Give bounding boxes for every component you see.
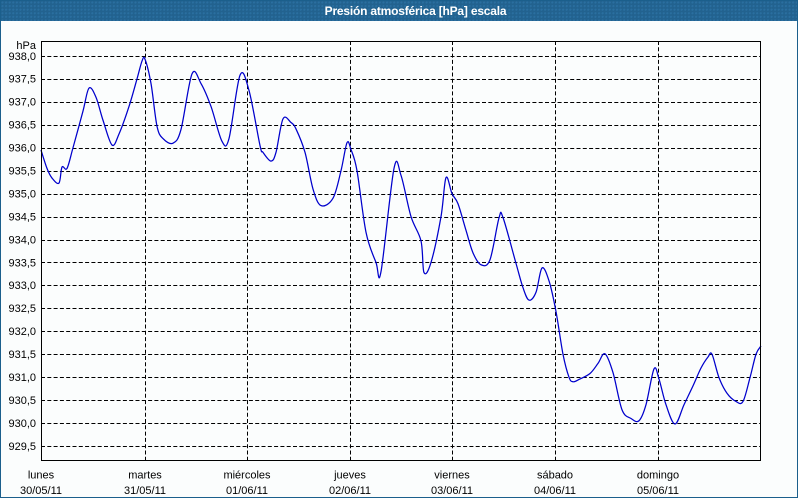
svg-text:03/06/11: 03/06/11 — [431, 485, 473, 497]
svg-text:935,0: 935,0 — [8, 188, 36, 200]
svg-text:936,5: 936,5 — [8, 120, 36, 132]
svg-text:933,0: 933,0 — [8, 280, 36, 292]
svg-text:932,5: 932,5 — [8, 303, 36, 315]
svg-text:938,0: 938,0 — [8, 51, 36, 63]
svg-text:viernes: viernes — [434, 470, 470, 482]
svg-text:933,5: 933,5 — [8, 257, 36, 269]
svg-text:937,0: 937,0 — [8, 97, 36, 109]
svg-text:935,5: 935,5 — [8, 166, 36, 178]
svg-text:hPa: hPa — [16, 40, 36, 52]
svg-text:934,0: 934,0 — [8, 234, 36, 246]
svg-text:931,5: 931,5 — [8, 349, 36, 361]
svg-text:04/06/11: 04/06/11 — [534, 485, 576, 497]
svg-text:930,0: 930,0 — [8, 418, 36, 430]
svg-text:miércoles: miércoles — [223, 470, 271, 482]
svg-text:930,5: 930,5 — [8, 395, 36, 407]
svg-text:934,5: 934,5 — [8, 211, 36, 223]
svg-text:937,5: 937,5 — [8, 74, 36, 86]
svg-text:jueves: jueves — [333, 470, 366, 482]
svg-text:31/05/11: 31/05/11 — [124, 485, 166, 497]
svg-text:02/06/11: 02/06/11 — [329, 485, 371, 497]
svg-text:30/05/11: 30/05/11 — [20, 485, 62, 497]
svg-text:932,0: 932,0 — [8, 326, 36, 338]
svg-text:929,5: 929,5 — [8, 441, 36, 453]
svg-text:01/06/11: 01/06/11 — [226, 485, 268, 497]
svg-text:sábado: sábado — [537, 470, 573, 482]
svg-text:lunes: lunes — [28, 470, 55, 482]
svg-text:936,0: 936,0 — [8, 143, 36, 155]
svg-text:931,0: 931,0 — [8, 372, 36, 384]
svg-text:05/06/11: 05/06/11 — [637, 485, 679, 497]
svg-text:domingo: domingo — [637, 470, 679, 482]
svg-text:martes: martes — [128, 470, 162, 482]
